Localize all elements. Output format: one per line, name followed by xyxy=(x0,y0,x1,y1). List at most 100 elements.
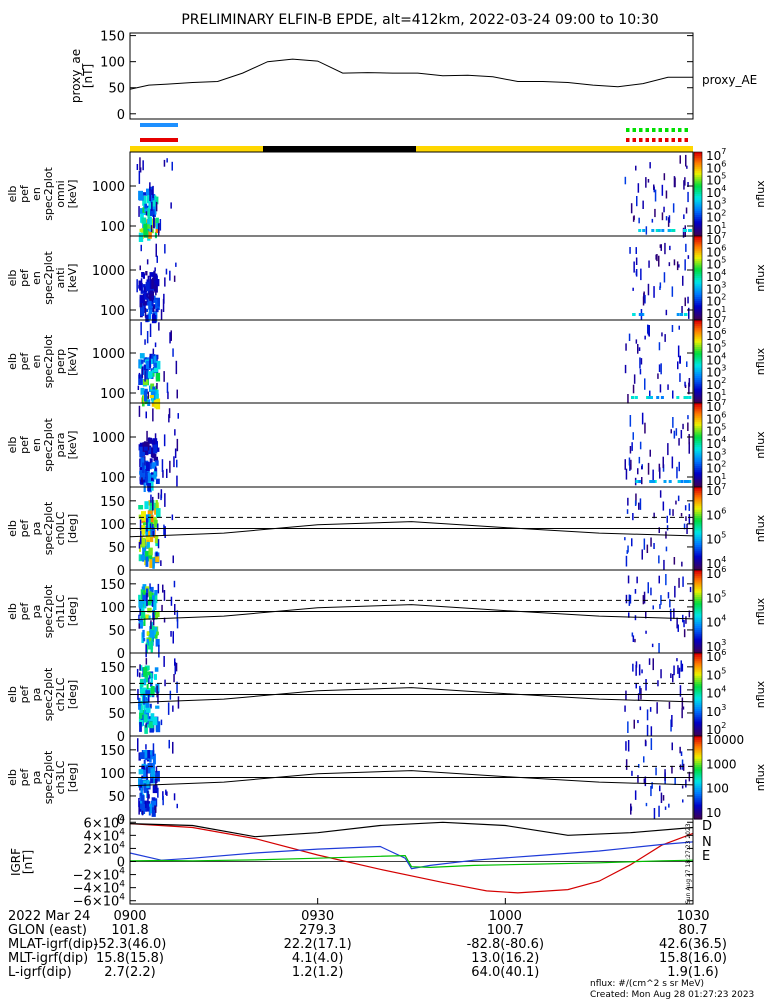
y-axis-label: pef xyxy=(18,352,31,371)
spectrogram-cell xyxy=(646,724,649,736)
colorbar-tick-label: 106 xyxy=(706,410,726,426)
spectrogram-cell xyxy=(657,373,659,379)
spectrogram-cell xyxy=(138,372,141,379)
colorbar-segment xyxy=(694,773,702,777)
colorbar-segment xyxy=(694,451,702,454)
colorbar-segment xyxy=(694,288,702,292)
spectrogram-cell xyxy=(143,616,146,626)
spectrogram-cell xyxy=(166,468,168,478)
spectrogram-cell xyxy=(170,330,172,341)
spectrogram-cell xyxy=(659,384,662,393)
spectrogram-cell xyxy=(639,685,641,695)
spectrogram-cell xyxy=(174,658,176,666)
colorbar-segment xyxy=(694,252,702,256)
spectrogram-cell xyxy=(648,260,650,268)
spectrogram-cell xyxy=(172,631,174,644)
spectrogram-cell xyxy=(145,461,150,471)
colorbar-segment xyxy=(694,257,702,260)
colorbar-label: nflux xyxy=(754,264,767,292)
colorbar-segment xyxy=(694,309,702,313)
colorbar-segment xyxy=(694,152,702,155)
colorbar-segment xyxy=(694,653,702,656)
y-tick-label: 100 xyxy=(100,304,125,319)
spectrogram-cell xyxy=(170,631,172,637)
sci-zone-red xyxy=(632,138,636,142)
ephemeris-row-label: GLON (east) xyxy=(8,923,87,938)
spectrogram-cell xyxy=(683,229,687,232)
colorbar-label: nflux xyxy=(754,347,767,375)
colorbar-segment xyxy=(694,727,702,731)
spectrogram-cell xyxy=(684,381,686,387)
y-axis-label: para xyxy=(54,433,67,458)
spectrogram-cell xyxy=(663,559,665,570)
spectrogram-cell xyxy=(151,196,155,201)
spectrogram-cell xyxy=(679,356,681,364)
spectrogram-cell xyxy=(140,611,146,618)
y-axis-label: elb xyxy=(6,437,19,454)
colorbar-segment xyxy=(694,790,702,793)
colorbar-segment xyxy=(694,756,702,760)
y-tick-label: 150 xyxy=(100,744,125,759)
y-tick-label: 100 xyxy=(100,518,125,533)
colorbar-segment xyxy=(694,501,702,505)
spectrogram-cell xyxy=(648,325,650,333)
spectrogram-cell xyxy=(138,769,144,775)
spectrogram-cell xyxy=(143,703,146,710)
colorbar-segment xyxy=(694,609,702,613)
spectrogram-cell xyxy=(675,428,678,436)
spectrogram-cell xyxy=(177,413,179,419)
ephemeris-value: 2.7(2.2) xyxy=(104,965,156,980)
spectrogram-cell xyxy=(160,719,163,726)
spectrogram-cell xyxy=(635,664,637,676)
colorbar-segment xyxy=(694,424,702,427)
spectrogram-cell xyxy=(634,615,637,621)
spectrogram-cell xyxy=(669,508,671,516)
spectrogram-cell xyxy=(138,594,141,601)
legend-entry-n: N xyxy=(702,835,712,850)
spectrogram-cell xyxy=(664,242,666,255)
colorbar-tick-label: 103 xyxy=(706,703,726,719)
spectrogram-cell xyxy=(176,459,178,468)
spectrogram-cell xyxy=(160,489,163,499)
colorbar-segment xyxy=(694,511,702,515)
spectrogram-cell xyxy=(631,632,634,637)
colorbar-segment xyxy=(694,518,702,521)
spectrogram-cell xyxy=(658,805,660,817)
spectrogram-cell xyxy=(150,494,152,503)
spectrogram-cell xyxy=(659,286,661,290)
ephemeris-value: 80.7 xyxy=(679,923,708,938)
colorbar-segment xyxy=(694,638,702,642)
spectrogram-cell xyxy=(688,307,690,319)
colorbar-segment xyxy=(694,236,702,239)
colorbar-segment xyxy=(694,478,702,482)
spectrogram-cell xyxy=(155,478,160,484)
colorbar-tick-label: 105 xyxy=(706,666,726,682)
spectrogram-cell xyxy=(143,446,149,451)
spectrogram-cell xyxy=(145,370,149,380)
spectrogram-cell xyxy=(675,500,677,505)
y-tick-label: 100 xyxy=(100,471,125,486)
spectrogram-cell xyxy=(155,766,158,773)
colorbar-segment xyxy=(694,760,702,764)
spectrogram-cell xyxy=(138,798,140,808)
spectrogram-cell xyxy=(156,383,158,389)
colorbar-segment xyxy=(694,164,702,168)
spectrogram-cell xyxy=(158,644,160,658)
colorbar-segment xyxy=(694,787,702,791)
y-tick-label: 0 xyxy=(117,108,125,123)
colorbar-segment xyxy=(694,407,702,410)
colorbar-segment xyxy=(694,307,702,311)
spectrogram-cell xyxy=(150,686,155,696)
spectrogram-cell xyxy=(139,446,143,458)
spectrogram-cell xyxy=(146,599,151,606)
colorbar-segment xyxy=(694,447,702,450)
spectrogram-cell xyxy=(163,590,166,601)
spectrogram-cell xyxy=(138,621,144,627)
colorbar-segment xyxy=(694,434,702,438)
spectrogram-cell xyxy=(155,297,160,307)
spectrogram-cell xyxy=(147,443,150,451)
colorbar-tick-label: 104 xyxy=(706,184,726,200)
spectrogram-cell xyxy=(146,207,150,217)
colorbar-tick-label: 104 xyxy=(706,555,726,571)
spectrogram-cell xyxy=(138,374,143,385)
